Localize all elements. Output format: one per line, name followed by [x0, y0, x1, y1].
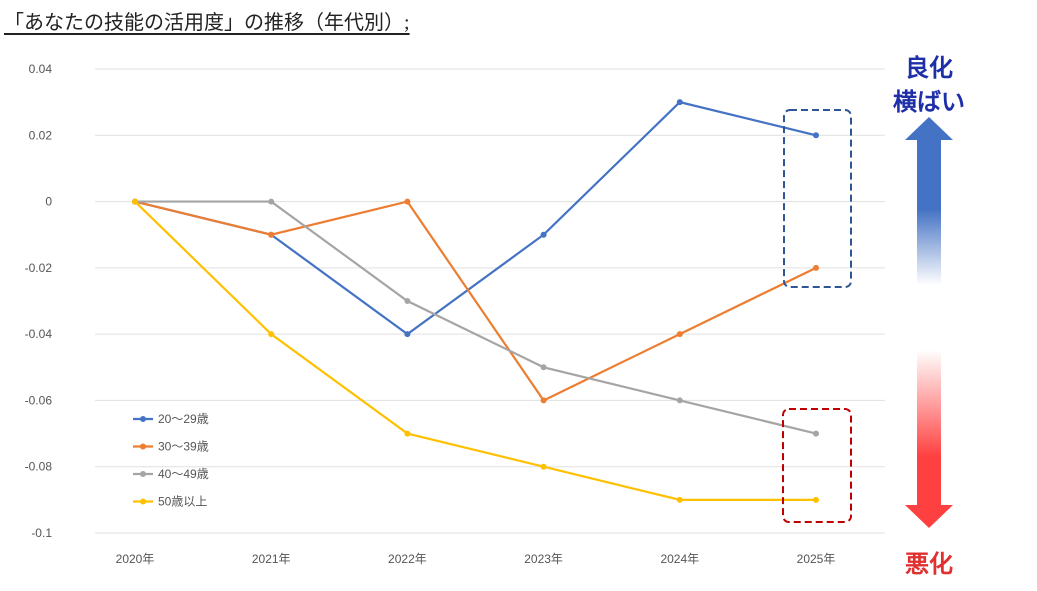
- legend-label: 50歳以上: [158, 495, 207, 509]
- highlight-box-worsen: [782, 408, 852, 523]
- y-tick-label: 0.02: [29, 128, 53, 142]
- data-point: [268, 331, 275, 338]
- data-point: [404, 298, 411, 304]
- data-point: [813, 430, 819, 437]
- y-tick-label: 0.04: [29, 62, 53, 76]
- data-point: [676, 496, 683, 503]
- data-point: [404, 430, 411, 437]
- data-point: [540, 463, 547, 470]
- legend-label: 40〜49歳: [158, 467, 209, 481]
- data-point: [268, 198, 275, 205]
- data-point: [540, 231, 547, 238]
- x-tick-label: 2020年: [116, 552, 155, 566]
- x-tick-label: 2025年: [797, 552, 836, 566]
- data-point: [404, 331, 411, 338]
- y-tick-label: -0.08: [25, 460, 53, 474]
- y-tick-label: -0.1: [31, 526, 52, 540]
- data-point: [132, 198, 138, 205]
- worsen-label: 悪化: [905, 550, 953, 578]
- data-point: [813, 132, 819, 139]
- legend-marker: [140, 498, 146, 505]
- chart-title: 「あなたの技能の活用度」の推移（年代別）;: [4, 12, 410, 34]
- data-point: [676, 331, 683, 338]
- flat-label: 横ばい: [893, 88, 965, 116]
- legend-marker: [140, 443, 146, 450]
- data-point: [540, 397, 547, 404]
- series-line: [134, 200, 816, 501]
- highlight-box-improve: [783, 109, 852, 288]
- x-tick-label: 2023年: [524, 552, 563, 566]
- data-point: [676, 99, 683, 106]
- improve-label: 良化: [905, 54, 953, 82]
- y-tick-label: -0.06: [25, 393, 53, 407]
- legend-marker: [140, 416, 146, 422]
- data-point: [813, 496, 819, 503]
- x-tick-label: 2024年: [660, 552, 699, 566]
- arrow-up-icon: [905, 117, 953, 285]
- legend-marker: [140, 471, 146, 477]
- x-tick-label: 2021年: [252, 552, 291, 566]
- series-line: [134, 200, 817, 402]
- y-tick-label: 0: [45, 195, 52, 209]
- x-tick-label: 2022年: [388, 552, 427, 566]
- data-point: [676, 397, 683, 404]
- series-line: [135, 200, 817, 435]
- arrow-down-icon: [905, 350, 953, 528]
- legend-label: 20〜29歳: [158, 412, 209, 426]
- y-tick-label: -0.04: [25, 327, 53, 341]
- legend-label: 30〜39歳: [158, 440, 209, 454]
- y-tick-label: -0.02: [25, 261, 53, 275]
- data-point: [813, 264, 819, 271]
- data-point: [404, 198, 411, 205]
- data-point: [268, 231, 275, 238]
- data-point: [540, 364, 547, 371]
